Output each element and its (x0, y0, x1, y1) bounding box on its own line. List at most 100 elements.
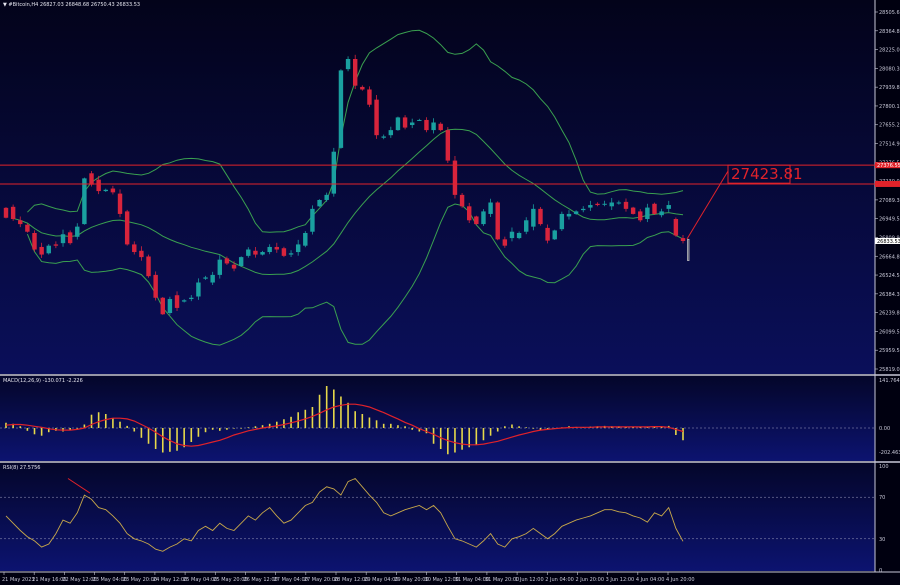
candle (3, 207, 9, 219)
macd-bar (361, 414, 364, 428)
macd-bar (397, 425, 399, 428)
candle (75, 223, 80, 240)
candle-body (481, 211, 486, 225)
macd-bar (40, 428, 43, 436)
macd-bar (546, 428, 549, 430)
candle (203, 275, 208, 280)
candle-body (117, 193, 123, 214)
macd-bar (333, 389, 335, 428)
candle (438, 122, 443, 132)
candle (588, 200, 593, 211)
time-tick-label: 27 May 04:00 (274, 577, 308, 583)
candle-body (288, 253, 294, 255)
time-tick-label: 29 May 04:00 (364, 577, 398, 583)
macd-bar (147, 428, 150, 444)
macd-bar (204, 428, 207, 433)
macd-bar (69, 428, 71, 430)
time-tick-label: 2 Jun 04:00 (545, 577, 574, 583)
candle (217, 255, 222, 279)
macd-bar (19, 426, 22, 428)
candle (388, 126, 394, 138)
candle (246, 247, 251, 258)
candle (452, 156, 458, 199)
candle (395, 116, 401, 131)
macd-bar (104, 414, 107, 428)
candle (409, 118, 415, 129)
candle-body (174, 295, 180, 308)
candle (495, 201, 500, 241)
candle-body (652, 203, 657, 214)
macd-bar (247, 427, 250, 428)
candle-body (82, 178, 87, 225)
candle (531, 204, 536, 231)
candle-body (502, 239, 508, 246)
macd-bar (496, 428, 499, 432)
chart-header: ▼ #Bitcoin,H4 26827.03 26848.68 26750.43… (3, 2, 140, 8)
candle (124, 209, 130, 246)
candle (566, 210, 572, 220)
candle (645, 203, 650, 223)
macd-bar (126, 425, 128, 428)
macd-bar (5, 422, 7, 428)
macd-bar (297, 412, 299, 428)
candle-body (538, 208, 543, 225)
candle (18, 216, 23, 228)
price-tick-label: 28505.65 (879, 10, 900, 16)
candle-body (495, 202, 500, 240)
candle-body (153, 274, 158, 298)
macd-bar (468, 428, 471, 448)
candle-body (367, 89, 372, 105)
candle-body (139, 250, 144, 258)
candle-body (581, 208, 586, 211)
candle-body (623, 201, 629, 209)
candle (445, 127, 451, 164)
macd-bar (525, 427, 528, 428)
candle (189, 295, 194, 302)
candle-body (310, 208, 315, 232)
candle-body (488, 202, 493, 214)
candle-body (231, 264, 237, 269)
rsi-tick-label: 30 (879, 537, 885, 543)
candle (274, 242, 280, 253)
candle-body (3, 207, 9, 218)
candle (424, 117, 429, 133)
candle-body (566, 213, 572, 217)
rsi-tick-label: 100 (879, 464, 889, 470)
candle-body (680, 238, 686, 241)
price-tick-label: 27800.15 (879, 104, 900, 110)
macd-bar (461, 428, 463, 450)
support-zone (687, 238, 690, 261)
price-tick-label: 26949.55 (879, 217, 900, 223)
time-axis (0, 572, 875, 585)
candle (117, 189, 123, 218)
candle-body (25, 224, 30, 232)
macd-bar (176, 428, 178, 451)
candle (267, 244, 272, 255)
rsi-tick-label: 0 (879, 568, 882, 574)
macd-panel (0, 376, 875, 461)
macd-bar (475, 428, 478, 445)
time-tick-label: 1 Jun 12:00 (515, 577, 544, 583)
candle-body (224, 258, 230, 264)
candle (659, 208, 664, 218)
macd-bar (504, 426, 506, 428)
macd-bar (340, 396, 342, 428)
macd-bar (119, 421, 121, 428)
candle-body (217, 259, 222, 275)
candle-body (246, 249, 251, 256)
macd-bar (76, 428, 79, 429)
resistance-label: 27423.81 (731, 165, 803, 183)
candle (524, 217, 529, 235)
candle (623, 198, 629, 212)
candle (303, 231, 308, 248)
candle (260, 250, 265, 256)
macd-bar (682, 428, 684, 441)
candle-body (260, 252, 265, 255)
macd-bar (133, 428, 136, 432)
candle (153, 271, 158, 301)
candle-body (60, 234, 66, 244)
candle (82, 177, 87, 225)
candle (630, 206, 636, 215)
macd-bar (90, 414, 93, 428)
candle-body (253, 250, 258, 255)
